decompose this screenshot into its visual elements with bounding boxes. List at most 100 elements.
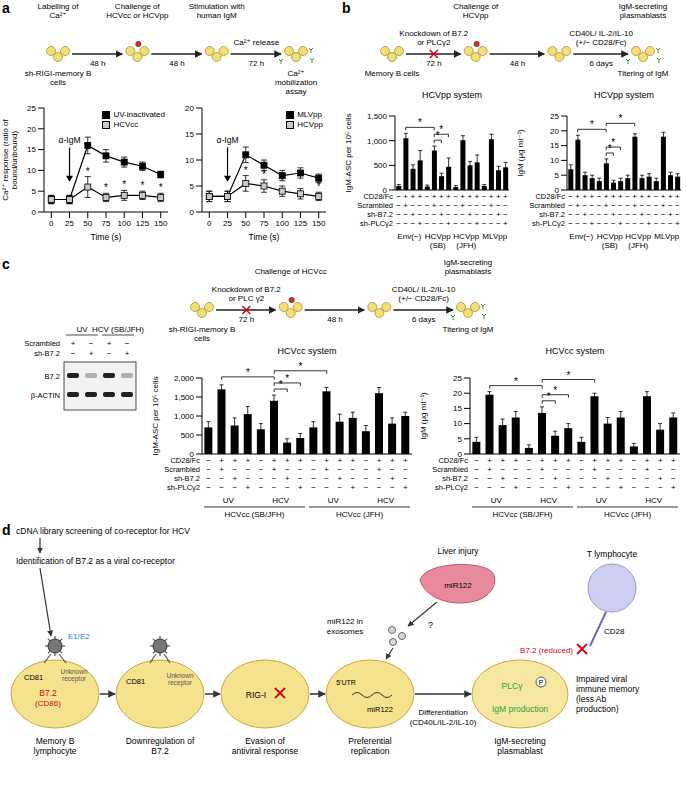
svg-text:*: * (514, 376, 518, 387)
svg-text:−: − (487, 483, 492, 492)
svg-text:+: + (351, 483, 356, 492)
svg-text:−: − (579, 474, 584, 483)
svg-text:−: − (390, 465, 395, 474)
svg-text:+: + (618, 219, 623, 228)
svg-text:−: − (527, 483, 532, 492)
svg-text:Liver injury: Liver injury (437, 546, 479, 556)
svg-text:−: − (206, 474, 211, 483)
svg-text:IgM-secretingplasmablasts: IgM-secretingplasmablasts (619, 2, 667, 20)
svg-text:−: − (467, 219, 472, 228)
svg-text:−: − (453, 201, 458, 210)
svg-text:0: 0 (190, 208, 195, 217)
svg-text:−: − (259, 456, 264, 465)
svg-text:1,000: 1,000 (174, 412, 195, 421)
svg-text:−: − (514, 465, 519, 474)
svg-text:−: − (604, 219, 609, 228)
svg-text:UV: UV (596, 496, 608, 505)
svg-text:Scrambled: Scrambled (164, 465, 200, 474)
svg-text:*: * (566, 370, 570, 381)
svg-text:−: − (439, 201, 444, 210)
svg-text:IgM-ASC per 10⁵ cells: IgM-ASC per 10⁵ cells (344, 114, 353, 193)
svg-text:+: + (611, 192, 616, 201)
svg-text:+: + (575, 201, 580, 210)
svg-text:+: + (403, 201, 408, 210)
svg-text:15: 15 (185, 130, 194, 139)
svg-text:IgM-secretingplasmablast: IgM-secretingplasmablast (494, 736, 546, 756)
svg-text:−: − (410, 219, 415, 228)
svg-text:−: − (418, 201, 423, 210)
svg-text:−: − (432, 219, 437, 228)
svg-text:*: * (279, 379, 283, 390)
svg-text:+: + (675, 219, 680, 228)
svg-text:+: + (432, 201, 437, 210)
svg-text:−: − (259, 483, 264, 492)
svg-text:10: 10 (185, 156, 194, 165)
svg-text:−: − (89, 339, 94, 348)
svg-text:+: + (496, 192, 501, 201)
svg-text:−: − (632, 219, 637, 228)
svg-text:−: − (527, 465, 532, 474)
svg-text:20: 20 (453, 389, 462, 398)
svg-text:Time (s): Time (s) (249, 232, 280, 242)
svg-text:−: − (568, 201, 573, 210)
svg-text:−: − (597, 201, 602, 210)
svg-text:+: + (566, 483, 571, 492)
svg-text:*: * (590, 119, 594, 130)
svg-text:*: * (86, 166, 90, 177)
svg-text:+: + (337, 474, 342, 483)
svg-text:Identification of B7.2 as a vi: Identification of B7.2 as a viral co-rec… (16, 556, 175, 566)
svg-text:−: − (474, 456, 479, 465)
svg-text:−: − (671, 465, 676, 474)
svg-text:CD81: CD81 (24, 673, 43, 682)
svg-text:*: * (104, 182, 108, 193)
svg-text:−: − (71, 349, 76, 358)
svg-text:+: + (246, 483, 251, 492)
svg-text:−: − (514, 474, 519, 483)
svg-text:*: * (298, 361, 302, 372)
svg-text:+: + (487, 456, 492, 465)
svg-text:−: − (246, 465, 251, 474)
svg-text:−: − (298, 474, 303, 483)
svg-text:−: − (553, 465, 558, 474)
svg-text:75: 75 (260, 219, 269, 228)
svg-text:+: + (675, 192, 680, 201)
svg-text:−: − (597, 219, 602, 228)
svg-text:+: + (377, 456, 382, 465)
svg-text:25: 25 (27, 104, 36, 113)
svg-text:−: − (482, 210, 487, 219)
svg-text:−: − (467, 201, 472, 210)
svg-text:HCV: HCV (272, 496, 290, 505)
svg-text:*: * (547, 391, 551, 402)
svg-text:−: − (597, 210, 602, 219)
svg-text:−: − (432, 210, 437, 219)
svg-text:+: + (540, 456, 545, 465)
svg-text:−: − (605, 483, 610, 492)
svg-text:+: + (639, 210, 644, 219)
svg-text:−: − (658, 483, 663, 492)
svg-text:−: − (527, 456, 532, 465)
svg-text:HCVpp: HCVpp (625, 232, 651, 241)
svg-text:−: − (311, 465, 316, 474)
svg-text:*: * (159, 182, 163, 193)
svg-text:−: − (272, 483, 277, 492)
svg-text:Knockdown of B7.2or PLC γ2: Knockdown of B7.2or PLC γ2 (212, 285, 281, 303)
svg-text:*: * (439, 124, 443, 135)
svg-text:2,000: 2,000 (174, 374, 195, 383)
svg-text:−: − (272, 474, 277, 483)
svg-text:+: + (410, 192, 415, 201)
svg-text:20: 20 (27, 125, 36, 134)
svg-text:−: − (259, 465, 264, 474)
svg-text:CD28/Fc: CD28/Fc (535, 192, 565, 201)
svg-text:−: − (647, 201, 652, 210)
svg-text:Ca²⁺mobilizationassay: Ca²⁺mobilizationassay (275, 69, 317, 96)
svg-text:Memory Blymphocyte: Memory Blymphocyte (34, 736, 77, 756)
svg-text:*: * (246, 367, 250, 378)
svg-text:−: − (403, 210, 408, 219)
svg-text:−: − (460, 210, 465, 219)
svg-text:−: − (364, 465, 369, 474)
svg-text:−: − (503, 210, 508, 219)
svg-text:+: + (592, 456, 597, 465)
svg-text:+: + (460, 192, 465, 201)
svg-text:+: + (467, 210, 472, 219)
svg-text:CD81: CD81 (126, 677, 145, 686)
